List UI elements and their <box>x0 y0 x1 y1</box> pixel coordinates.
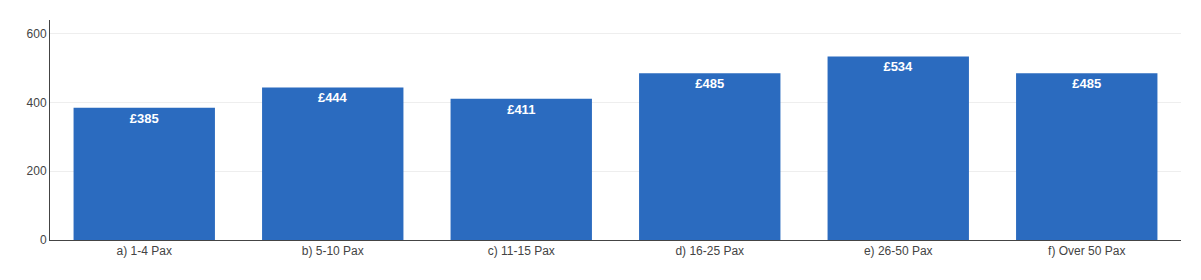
svg-text:c) 11-15 Pax: c) 11-15 Pax <box>488 244 555 258</box>
svg-text:600: 600 <box>27 27 47 41</box>
svg-text:b) 5-10 Pax: b) 5-10 Pax <box>302 244 364 258</box>
svg-text:d) 16-25 Pax: d) 16-25 Pax <box>675 244 744 258</box>
svg-text:£385: £385 <box>130 111 159 126</box>
svg-text:400: 400 <box>27 96 47 110</box>
svg-text:f) Over 50 Pax: f) Over 50 Pax <box>1048 244 1125 258</box>
svg-text:0: 0 <box>40 233 47 247</box>
svg-text:a) 1-4 Pax: a) 1-4 Pax <box>117 244 172 258</box>
svg-text:£444: £444 <box>318 90 348 105</box>
svg-text:e) 26-50 Pax: e) 26-50 Pax <box>864 244 933 258</box>
svg-text:£534: £534 <box>883 59 913 74</box>
svg-text:£411: £411 <box>507 102 535 117</box>
svg-text:£485: £485 <box>1072 76 1101 91</box>
svg-text:200: 200 <box>27 164 47 178</box>
svg-text:£485: £485 <box>695 76 724 91</box>
